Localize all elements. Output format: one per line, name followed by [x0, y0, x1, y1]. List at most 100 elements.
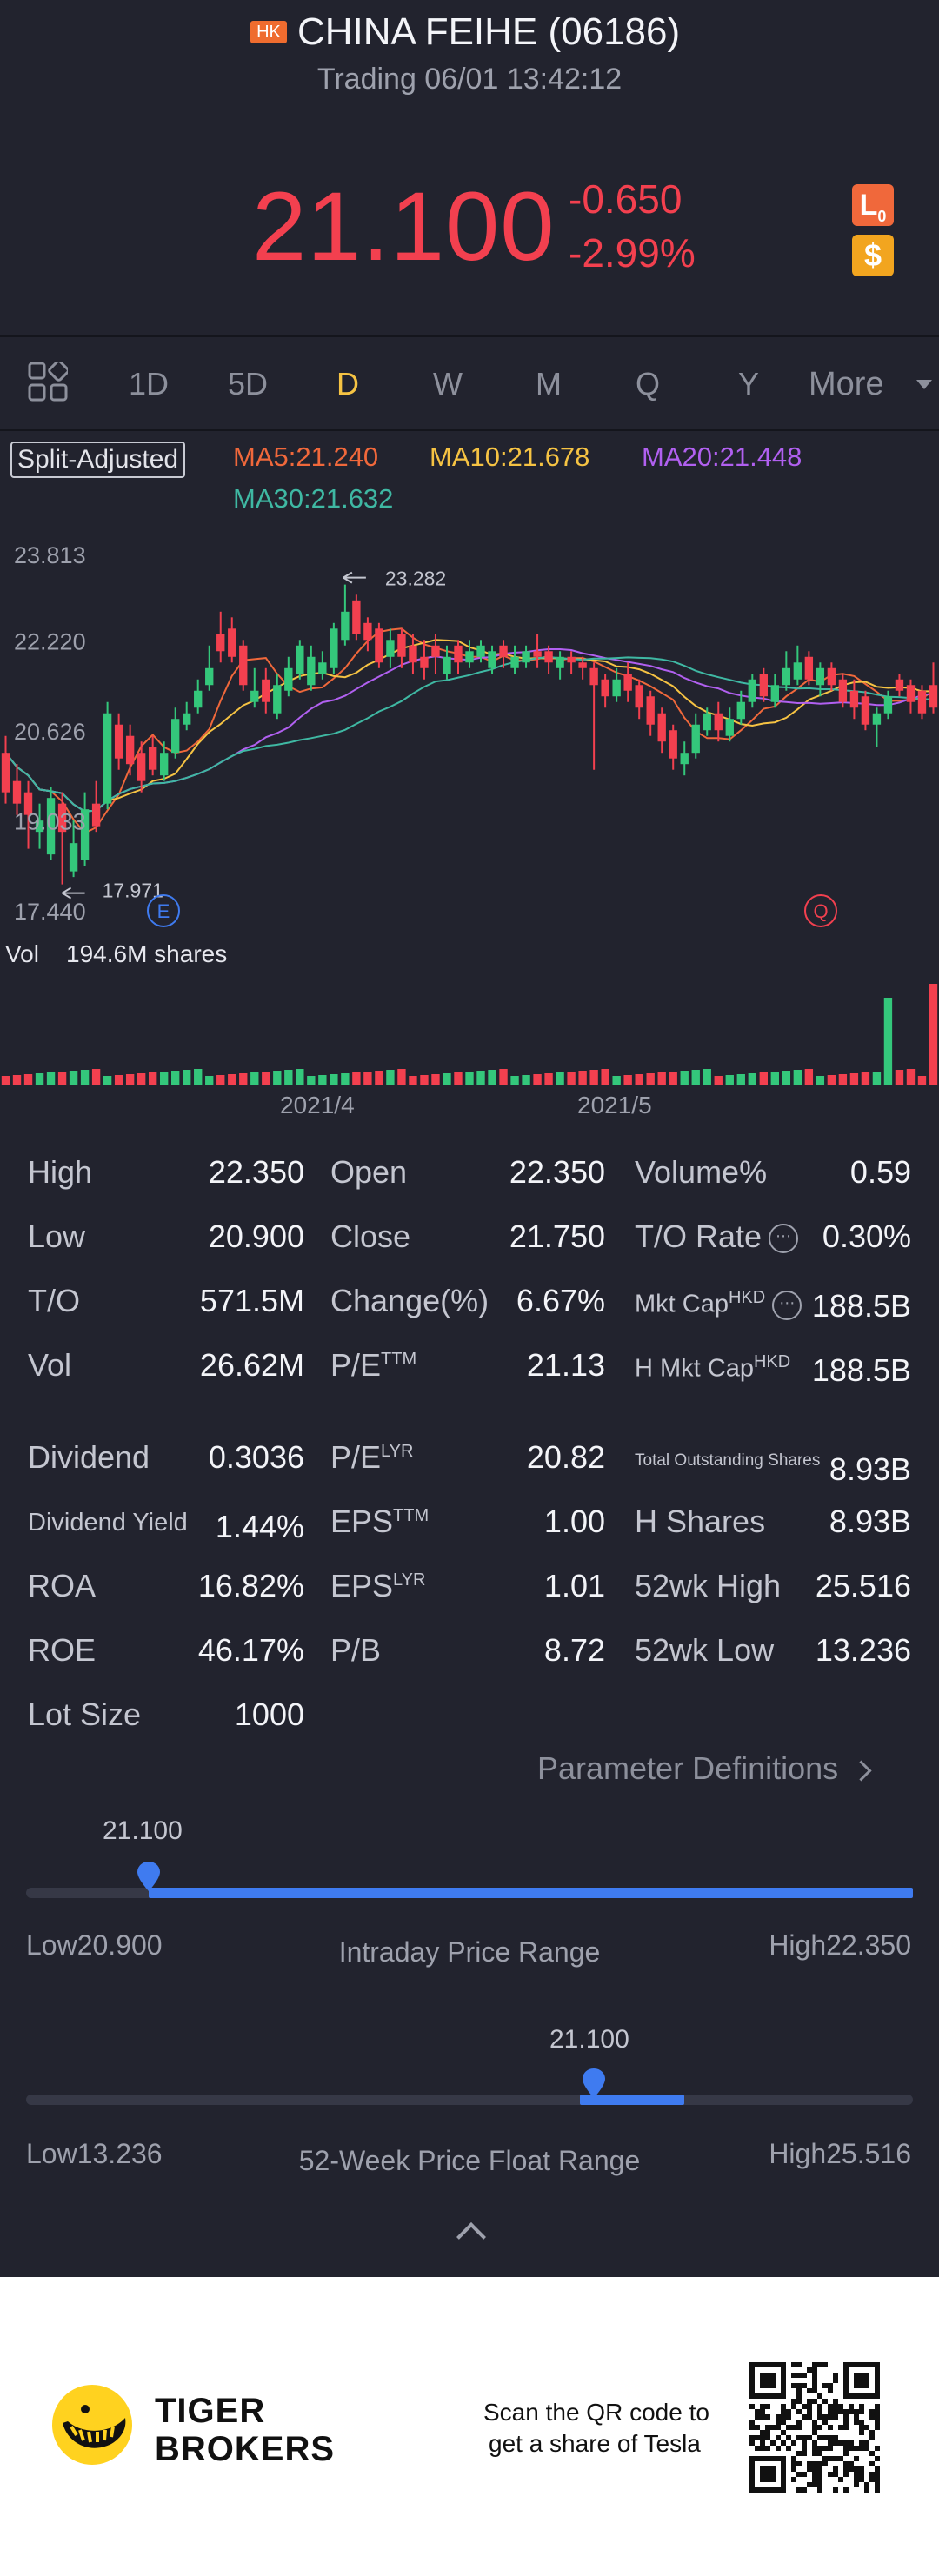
candle-body — [159, 753, 169, 776]
currency-badge[interactable]: $ — [852, 235, 894, 276]
volume-bar — [23, 1074, 33, 1085]
stat-p-elyr-label-suffix: LYR — [381, 1442, 414, 1461]
tabs-divider — [0, 429, 939, 431]
volume-bar — [103, 1076, 112, 1085]
chevron-up-icon[interactable] — [456, 2222, 486, 2252]
parameter-definitions-link[interactable]: Parameter Definitions — [537, 1750, 872, 1787]
candle-body — [793, 662, 802, 680]
candle-body — [759, 674, 768, 697]
volume-bar — [386, 1070, 395, 1085]
tab-1d[interactable]: 1D — [128, 366, 170, 402]
stat-roa-value: 16.82% — [197, 1568, 304, 1603]
candle-body — [375, 628, 383, 663]
stat-p-b-value: 8.72 — [543, 1632, 605, 1668]
volume-bar — [589, 1070, 598, 1085]
volume-bar — [454, 1072, 463, 1085]
volume-bar — [578, 1071, 587, 1085]
stat-epsttm-label-suffix: TTM — [393, 1506, 430, 1525]
candle-body — [284, 667, 293, 691]
info-icon[interactable]: ⋯ — [769, 1224, 799, 1254]
week52-range-fill — [579, 2095, 685, 2105]
stat-52wk-high-label: 52wk High — [635, 1568, 782, 1603]
stat-lot-size-label: Lot Size — [28, 1696, 142, 1732]
tab-w[interactable]: W — [433, 366, 463, 402]
tab-5d[interactable]: 5D — [227, 366, 269, 402]
qr-code-icon[interactable] — [749, 2362, 880, 2493]
week52-current-label: 21.100 — [549, 2025, 629, 2054]
tab-d[interactable]: D — [336, 366, 359, 402]
stat-roe-label: ROE — [28, 1632, 97, 1668]
volume-bar — [770, 1072, 780, 1085]
split-adjusted-toggle[interactable]: Split-Adjusted — [10, 442, 186, 478]
candle-body — [57, 803, 67, 833]
volume-bar — [748, 1073, 756, 1085]
stat-vol-value: 26.62M — [199, 1347, 304, 1383]
candle-body — [522, 651, 530, 663]
candle-body — [917, 690, 927, 714]
brand-name-line2: BROKERS — [155, 2430, 336, 2468]
candlestick-chart[interactable]: 23.81322.22020.62619.03317.44023.28217.9… — [0, 521, 939, 930]
volume-bar — [341, 1073, 350, 1085]
stock-name: CHINA FEIHE (06186) — [297, 10, 681, 53]
stat-volume--value: 0.59 — [849, 1154, 911, 1190]
candle-body — [691, 724, 700, 754]
volume-bar — [171, 1071, 180, 1085]
volume-bars — [1, 984, 938, 1085]
stat-epslyr-label-suffix: LYR — [393, 1570, 426, 1590]
candle-body — [194, 690, 203, 708]
volume-bar — [262, 1072, 270, 1085]
candle-body — [567, 656, 576, 663]
price-change-percent: -2.99% — [569, 230, 696, 276]
stat-h-shares-value: 8.93B — [829, 1504, 911, 1539]
level-badge[interactable]: L0 — [852, 184, 894, 226]
stat-open-label: Open — [330, 1154, 408, 1190]
candle-body — [330, 628, 338, 668]
candle-body — [736, 701, 745, 720]
stat-mkt-cap-label: Mkt CapHKD ⋯ — [635, 1288, 802, 1320]
candle-body — [69, 843, 78, 872]
candle-body — [125, 735, 135, 765]
candle-body — [465, 651, 474, 663]
week52-range-track — [26, 2068, 913, 2105]
volume-bar — [137, 1073, 146, 1085]
candle-body — [250, 690, 259, 702]
volume-bar — [46, 1072, 56, 1085]
volume-bar — [114, 1075, 123, 1085]
volume-bar — [330, 1074, 338, 1085]
candle-body — [1, 753, 10, 793]
candle-body — [443, 656, 451, 674]
stat-total-outstanding-shares-label: Total Outstanding Shares — [635, 1451, 821, 1470]
stat-p-elyr-label: P/ELYR — [330, 1439, 414, 1475]
volume-bar — [69, 1071, 78, 1085]
volume-bar — [488, 1070, 496, 1085]
candle-body — [510, 656, 519, 668]
stat-52wk-high-value: 25.516 — [815, 1568, 911, 1603]
candle-body — [804, 656, 814, 680]
market-badge: HK — [250, 21, 287, 43]
candle-body — [363, 622, 372, 641]
tab-y[interactable]: Y — [737, 366, 759, 402]
stat-mkt-cap-value: 188.5B — [811, 1288, 911, 1324]
stat-epslyr-value: 1.01 — [543, 1568, 605, 1603]
candle-body — [431, 645, 440, 657]
caret-down-icon[interactable] — [916, 380, 932, 389]
tab-more[interactable]: More — [809, 366, 884, 402]
candle-body — [601, 679, 609, 697]
candle-body — [895, 679, 904, 691]
earnings-marker-icon — [147, 894, 180, 927]
candle-body — [228, 628, 236, 657]
grid-icon[interactable] — [28, 362, 68, 402]
tab-q[interactable]: Q — [635, 366, 660, 402]
volume-bar — [159, 1072, 169, 1085]
info-icon[interactable]: ⋯ — [772, 1291, 802, 1320]
volume-bar — [929, 984, 938, 1085]
volume-bar — [409, 1076, 417, 1085]
tab-m[interactable]: M — [536, 366, 562, 402]
event-marker-label: Q — [813, 900, 828, 922]
candle-body — [183, 713, 191, 725]
level-badge-letter: L — [859, 189, 878, 222]
candle-body — [725, 719, 734, 736]
stat-low-label: Low — [28, 1218, 86, 1254]
candle-body — [318, 662, 327, 674]
stat-open-value: 22.350 — [509, 1154, 605, 1190]
